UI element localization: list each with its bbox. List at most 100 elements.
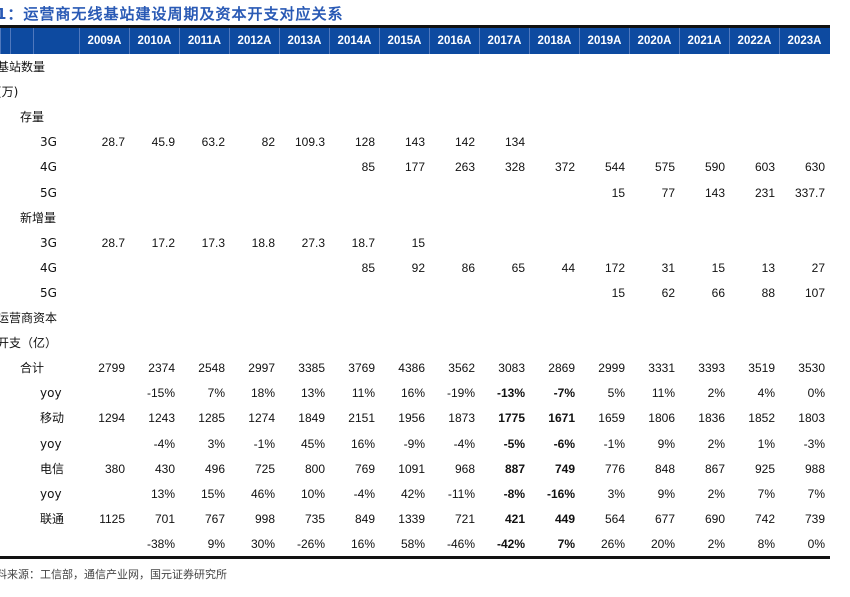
header-blank-cell [0,28,10,54]
cell-value: 1671 [548,411,575,426]
cell-value: 1243 [148,411,175,426]
cell-value: 15 [611,185,625,200]
row-label: 3G [40,235,57,250]
cell-value: 177 [404,160,425,175]
cell-value: 1873 [448,411,475,426]
cell-value [379,181,425,206]
header-blank-cell [33,28,79,54]
cell-value: 3562 [448,361,475,376]
cell-value: 544 [604,160,625,175]
cell-value: -8% [503,486,525,501]
cell-value: 1803 [798,411,825,426]
cell-value: 18% [250,386,275,401]
cell-value: 590 [704,160,725,175]
table-row: 新增量 [0,206,830,231]
cell-value [279,281,325,306]
cell-value: 380 [104,461,125,476]
cell-value: 16% [350,536,375,551]
cell-value [779,231,825,256]
table-row: 基站数量 [0,55,830,80]
header-blank-cell [10,28,33,54]
cell-value: 776 [604,461,625,476]
cell-value: 630 [804,160,825,175]
table-row: 3G 28.7 17.2 17.3 18.8 27.3 18.7 15 [0,231,830,256]
cell-value: 1659 [598,411,625,426]
cell-value [679,231,725,256]
cell-value [479,231,525,256]
cell-value: 18.7 [351,235,375,250]
cell-value: 66 [711,285,725,300]
cell-value: -16% [546,486,575,501]
row-label: 5G [40,185,57,200]
row-label: 基站数量 [0,60,46,74]
cell-value: -13% [496,386,525,401]
header-year: 2022A [729,28,779,54]
cell-value: 107 [804,285,825,300]
row-label: yoy [40,436,62,451]
table-row: 4G 85 177 263 328 372 544 575 590 603 630 [0,155,830,180]
table-row: 5G 15 62 66 88 107 [0,281,830,306]
cell-value [79,432,125,457]
cell-value: 2999 [598,361,625,376]
header-year: 2023A [779,28,829,54]
cell-value: -19% [446,386,475,401]
cell-value [329,281,375,306]
cell-value: 575 [654,160,675,175]
cell-value: -46% [446,536,475,551]
cell-value: -3% [803,436,825,451]
cell-value [479,281,525,306]
cell-value: 1285 [198,411,225,426]
cell-value: 721 [454,511,475,526]
cell-value: 44 [561,260,575,275]
cell-value: 2% [707,486,725,501]
cell-value: -6% [553,436,575,451]
cell-value: 26% [600,536,625,551]
row-label: 合计 [20,361,45,376]
cell-value: 3393 [698,361,725,376]
cell-value: 42% [400,486,425,501]
cell-value: 2869 [548,361,575,376]
table-title: 1：运营商无线基站建设周期及资本开支对应关系 [0,5,344,23]
cell-value: 7% [557,536,575,551]
cell-value [779,130,825,155]
cell-value: 988 [804,461,825,476]
row-label: 4G [40,260,57,275]
cell-value: 86 [461,260,475,275]
cell-value: 1339 [398,511,425,526]
header-year: 2011A [179,28,229,54]
cell-value: 677 [654,511,675,526]
cell-value: 1125 [99,511,125,526]
cell-value [229,155,275,180]
cell-value: 2% [707,436,725,451]
cell-value [79,181,125,206]
table-row: yoy -4% 3% -1% 45% 16% -9% -4% -5% -6% -1% 9% 2% 1% -3… [0,432,830,457]
cell-value: 887 [504,461,525,476]
cell-value: 742 [754,511,775,526]
cell-value: 769 [354,461,375,476]
cell-value [579,130,625,155]
row-label: 存量 [20,110,45,125]
cell-value: 7% [757,486,775,501]
table-row: yoy 13% 15% 46% 10% -4% 42% -11% -8% -16% 3% 9% 2% 7%… [0,482,830,507]
cell-value: 739 [804,511,825,526]
row-label: yoy [40,386,62,401]
cell-value: 767 [204,511,225,526]
cell-value: -7% [553,386,575,401]
cell-value: 430 [154,461,175,476]
cell-value: 142 [454,135,475,150]
cell-value: 3083 [498,361,525,376]
cell-value: 800 [304,461,325,476]
cell-value: 31 [661,260,675,275]
cell-value: 1% [757,436,775,451]
cell-value: 1294 [98,411,125,426]
cell-value: 13% [150,486,175,501]
cell-value: -4% [153,436,175,451]
cell-value: 263 [454,160,475,175]
cell-value: 28.7 [101,235,125,250]
header-year: 2012A [229,28,279,54]
cell-value: 9% [207,536,225,551]
cell-value [429,231,475,256]
header-year: 2009A [79,28,129,54]
cell-value: 1091 [398,461,425,476]
cell-value: -4% [453,436,475,451]
